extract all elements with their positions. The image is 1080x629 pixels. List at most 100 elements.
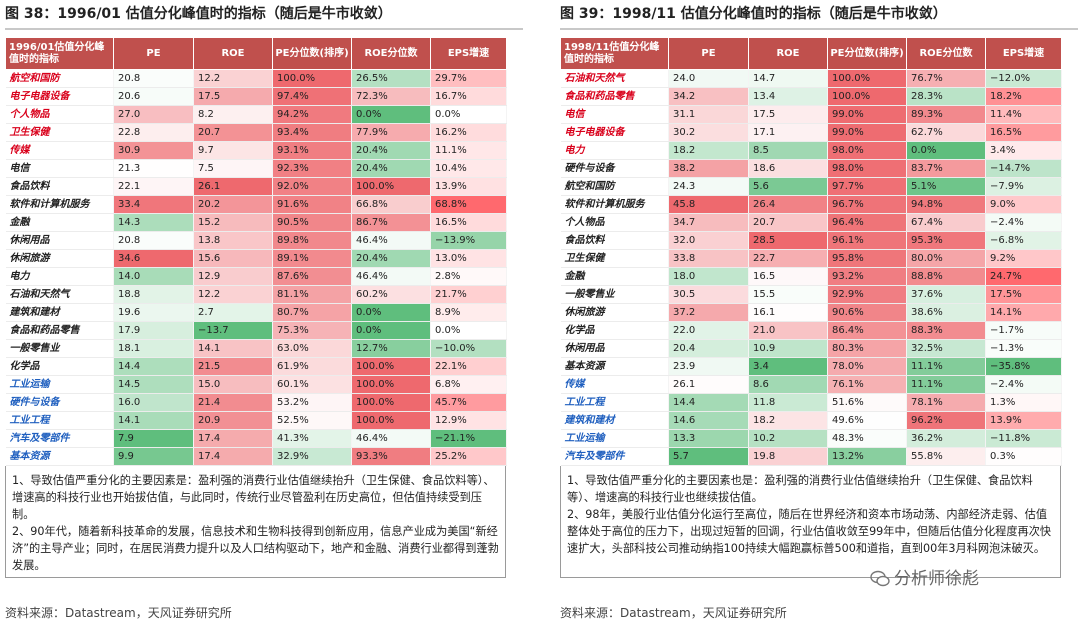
watermark-text: 分析师徐彪 [894,569,979,589]
roe-cell: 17.1 [748,123,828,142]
roe-cell: 12.2 [193,69,273,88]
pe-cell: 38.2 [668,159,749,178]
header-pe: PE [113,37,194,70]
table-body: 石油和天然气 24.0 14.7 100.0% 76.7% −12.0% 食品和药品零售 34… [560,69,1062,466]
eps-cell: 11.4% [985,105,1062,124]
sector-name: 一般零售业 [560,285,669,304]
eps-cell: −35.8% [985,357,1062,376]
sector-name: 工业运输 [5,375,114,394]
pe-cell: 30.9 [113,141,194,160]
roe-pct-cell: 100.0% [351,393,431,412]
roe-pct-cell: 0.0% [906,141,986,160]
pe-pct-cell: 95.8% [827,249,907,268]
header-roe: ROE [748,37,828,70]
pe-cell: 22.0 [668,321,749,340]
table-row: 软件和计算机服务 45.8 26.4 96.7% 94.8% 9.0% [560,195,1062,214]
eps-cell: 25.2% [430,447,507,466]
roe-cell: 8.6 [748,375,828,394]
eps-cell: −10.0% [430,339,507,358]
sector-name: 食品和药品零售 [5,321,114,340]
eps-cell: −2.4% [985,375,1062,394]
sector-name: 休闲旅游 [560,303,669,322]
pe-cell: 26.1 [668,375,749,394]
roe-pct-cell: 89.3% [906,105,986,124]
roe-pct-cell: 0.0% [351,321,431,340]
roe-cell: 28.5 [748,231,828,250]
roe-pct-cell: 11.1% [906,375,986,394]
table-row: 航空和国防 20.8 12.2 100.0% 26.5% 29.7% [5,69,507,88]
sector-name: 硬件与设备 [5,393,114,412]
pe-cell: 23.9 [668,357,749,376]
wechat-icon [870,570,890,587]
roe-pct-cell: 80.0% [906,249,986,268]
roe-pct-cell: 46.4% [351,429,431,448]
sector-name: 软件和计算机服务 [5,195,114,214]
pe-cell: 21.3 [113,159,194,178]
roe-cell: 5.6 [748,177,828,196]
header-eps: EPS增速 [985,37,1062,70]
roe-cell: 15.6 [193,249,273,268]
eps-cell: 18.2% [985,87,1062,106]
source-text: 资料来源：Datastream，天风证券研究所 [5,606,232,620]
header-eps: EPS增速 [430,37,507,70]
sector-name: 卫生保健 [560,249,669,268]
pe-pct-cell: 78.0% [827,357,907,376]
roe-cell: 17.5 [193,87,273,106]
pe-pct-cell: 80.3% [827,339,907,358]
pe-cell: 31.1 [668,105,749,124]
table-header-row: 1996/01估值分化峰值时的指标 PE ROE PE分位数(排序) ROE分位… [5,37,507,70]
pe-pct-cell: 53.2% [272,393,352,412]
roe-cell: 16.5 [748,267,828,286]
table-row: 工业工程 14.1 20.9 52.5% 100.0% 12.9% [5,411,507,430]
sector-name: 电信 [560,105,669,124]
pe-pct-cell: 89.8% [272,231,352,250]
pe-cell: 14.4 [668,393,749,412]
roe-pct-cell: 32.5% [906,339,986,358]
eps-cell: 68.8% [430,195,507,214]
roe-cell: 8.5 [748,141,828,160]
eps-cell: 13.9% [985,411,1062,430]
sector-name: 食品饮料 [560,231,669,250]
roe-pct-cell: 83.7% [906,159,986,178]
eps-cell: −1.3% [985,339,1062,358]
table-row: 汽车及零部件 5.7 19.8 13.2% 55.8% 0.3% [560,447,1062,466]
roe-cell: 10.9 [748,339,828,358]
pe-cell: 5.7 [668,447,749,466]
header-pe: PE [668,37,749,70]
roe-cell: 20.7 [193,123,273,142]
roe-cell: 15.2 [193,213,273,232]
roe-pct-cell: 46.4% [351,231,431,250]
pe-pct-cell: 96.1% [827,231,907,250]
roe-pct-cell: 60.2% [351,285,431,304]
roe-pct-cell: 100.0% [351,411,431,430]
roe-pct-cell: 36.2% [906,429,986,448]
table-row: 工业运输 14.5 15.0 60.1% 100.0% 6.8% [5,375,507,394]
eps-cell: −13.9% [430,231,507,250]
sector-name: 电力 [560,141,669,160]
roe-pct-cell: 20.4% [351,249,431,268]
sector-name: 休闲用品 [5,231,114,250]
sector-name: 基本资源 [5,447,114,466]
roe-cell: 15.0 [193,375,273,394]
eps-cell: 1.3% [985,393,1062,412]
sector-name: 传媒 [560,375,669,394]
sector-name: 化学品 [560,321,669,340]
roe-pct-cell: 76.7% [906,69,986,88]
sector-name: 汽车及零部件 [5,429,114,448]
sector-name: 传媒 [5,141,114,160]
sector-name: 个人物品 [5,105,114,124]
roe-pct-cell: 46.4% [351,267,431,286]
table-row: 休闲用品 20.8 13.8 89.8% 46.4% −13.9% [5,231,507,250]
note-2: 2、90年代，随着新科技革命的发展，信息技术和生物科技得到创新应用，信息产业成为… [12,525,499,572]
header-roe-pct: ROE分位数 [906,37,986,70]
roe-cell: 17.5 [748,105,828,124]
sector-name: 硬件与设备 [560,159,669,178]
pe-pct-cell: 93.4% [272,123,352,142]
sector-name: 电力 [5,267,114,286]
eps-cell: 0.0% [430,105,507,124]
pe-cell: 14.0 [113,267,194,286]
table-row: 传媒 26.1 8.6 76.1% 11.1% −2.4% [560,375,1062,394]
roe-pct-cell: 86.7% [351,213,431,232]
eps-cell: 9.2% [985,249,1062,268]
roe-pct-cell: 12.7% [351,339,431,358]
